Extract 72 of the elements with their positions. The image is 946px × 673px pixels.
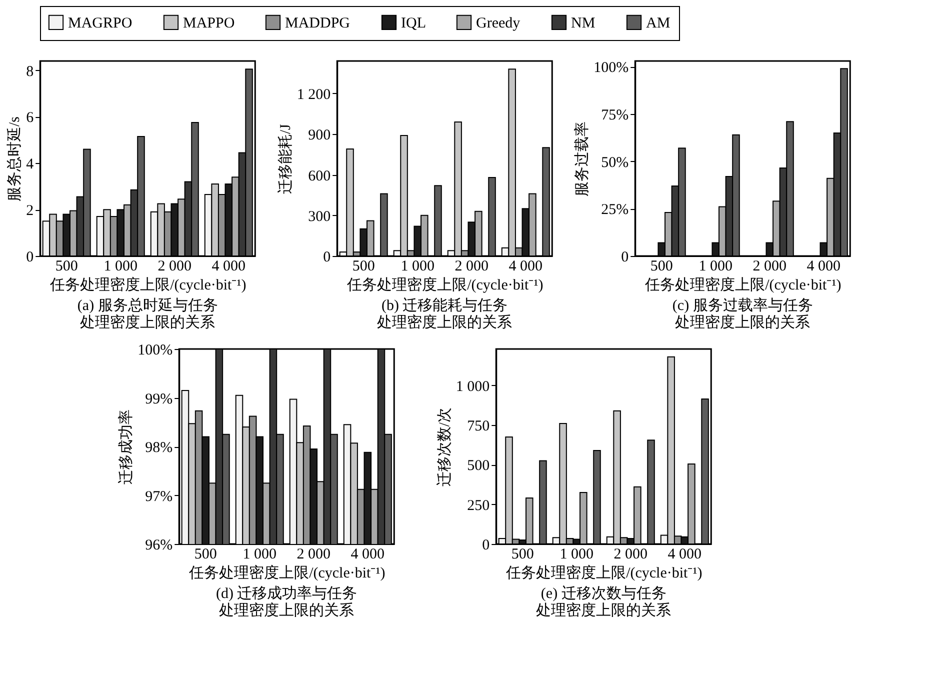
x-axis-title: 任务处理密度上限/(cycle·bit⁻¹) [346,276,544,294]
x-tick-label: 4 000 [806,258,841,274]
y-axis-title: 迁移能耗/J [276,124,294,194]
x-axis-title: 任务处理密度上限/(cycle·bit⁻¹) [49,276,246,294]
y-tick-label: 1 200 [296,87,331,103]
text: 处理密度上限的关系 [219,603,354,619]
x-tick-label: 4 000 [350,546,385,562]
x-tick-label: 2 000 [296,546,331,562]
y-tick-label: 97% [145,488,173,505]
x-tick-label: 2 000 [454,258,489,274]
x-tick-label: 500 [650,258,673,274]
x-tick-label: 500 [352,258,375,274]
x-tick-label: 500 [194,546,217,562]
y-tick-label: 100% [594,60,629,76]
text: 处理密度上限的关系 [675,315,810,331]
text: (b) 迁移能耗与任务 [382,298,508,314]
x-axis-title: 任务处理密度上限/(cycle·bit⁻¹) [644,276,842,294]
y-tick-label: 750 [467,418,490,435]
x-axis-title: 任务处理密度上限/(cycle·bit⁻¹) [188,564,386,582]
y-tick-label: 1 000 [456,378,490,395]
x-tick-label: 2 000 [614,546,648,562]
y-tick-label: 0 [621,250,629,266]
legend-label: AM [646,15,670,32]
y-tick-label: 2 [26,203,34,220]
x-tick-label: 4 000 [668,546,702,562]
x-tick-label: 500 [511,546,534,562]
x-tick-label: 1 000 [400,258,434,274]
y-tick-label: 600 [308,168,331,184]
y-tick-label: 900 [308,128,331,144]
y-tick-label: 0 [323,250,331,266]
text: 处理密度上限的关系 [80,315,216,331]
text: (c) 服务过载率与任务 [672,298,813,314]
y-tick-label: 500 [467,458,490,474]
x-tick-label: 4 000 [212,258,246,274]
y-tick-label: 25% [601,202,629,218]
y-tick-label: 8 [26,64,34,80]
x-tick-label: 500 [55,258,78,274]
y-tick-label: 300 [308,208,331,225]
y-tick-label: 50% [601,154,629,171]
y-tick-label: 0 [26,250,34,266]
text: 处理密度上限的关系 [377,315,512,331]
x-tick-label: 1 000 [104,258,138,274]
x-tick-label: 1 000 [560,546,594,562]
y-tick-label: 0 [482,538,490,554]
y-tick-label: 4 [26,156,34,173]
text: 处理密度上限的关系 [536,603,672,619]
y-tick-label: 98% [145,440,173,456]
text: (d) 迁移成功率与任务 [216,586,358,602]
legend-label: IQL [401,15,426,32]
y-tick-label: 100% [138,342,173,358]
legend-label: NM [571,15,596,32]
x-tick-label: 4 000 [508,258,543,274]
legend-label: MAPPO [183,15,235,32]
x-tick-label: 2 000 [158,258,192,274]
y-tick-label: 96% [145,538,173,554]
text: (e) 迁移次数与任务 [540,586,666,602]
legend-label: MADDPG [285,15,350,32]
text: (a) 服务总时延与任务 [77,298,218,314]
legend-label: MAGRPO [68,15,132,32]
y-axis-title: 服务总时延/s [6,116,24,202]
y-tick-label: 99% [145,391,173,408]
x-tick-label: 1 000 [242,546,276,562]
y-tick-label: 6 [26,110,34,126]
x-tick-label: 1 000 [698,258,732,274]
y-axis-title: 服务过载率 [574,122,591,196]
y-axis-title: 迁移成功率 [118,410,135,484]
x-axis-title: 任务处理密度上限/(cycle·bit⁻¹) [505,564,702,582]
y-tick-label: 250 [467,498,490,514]
x-tick-label: 2 000 [752,258,787,274]
legend-label: Greedy [476,15,521,32]
y-axis-title: 迁移次数/次 [436,407,453,487]
y-tick-label: 75% [601,108,629,124]
